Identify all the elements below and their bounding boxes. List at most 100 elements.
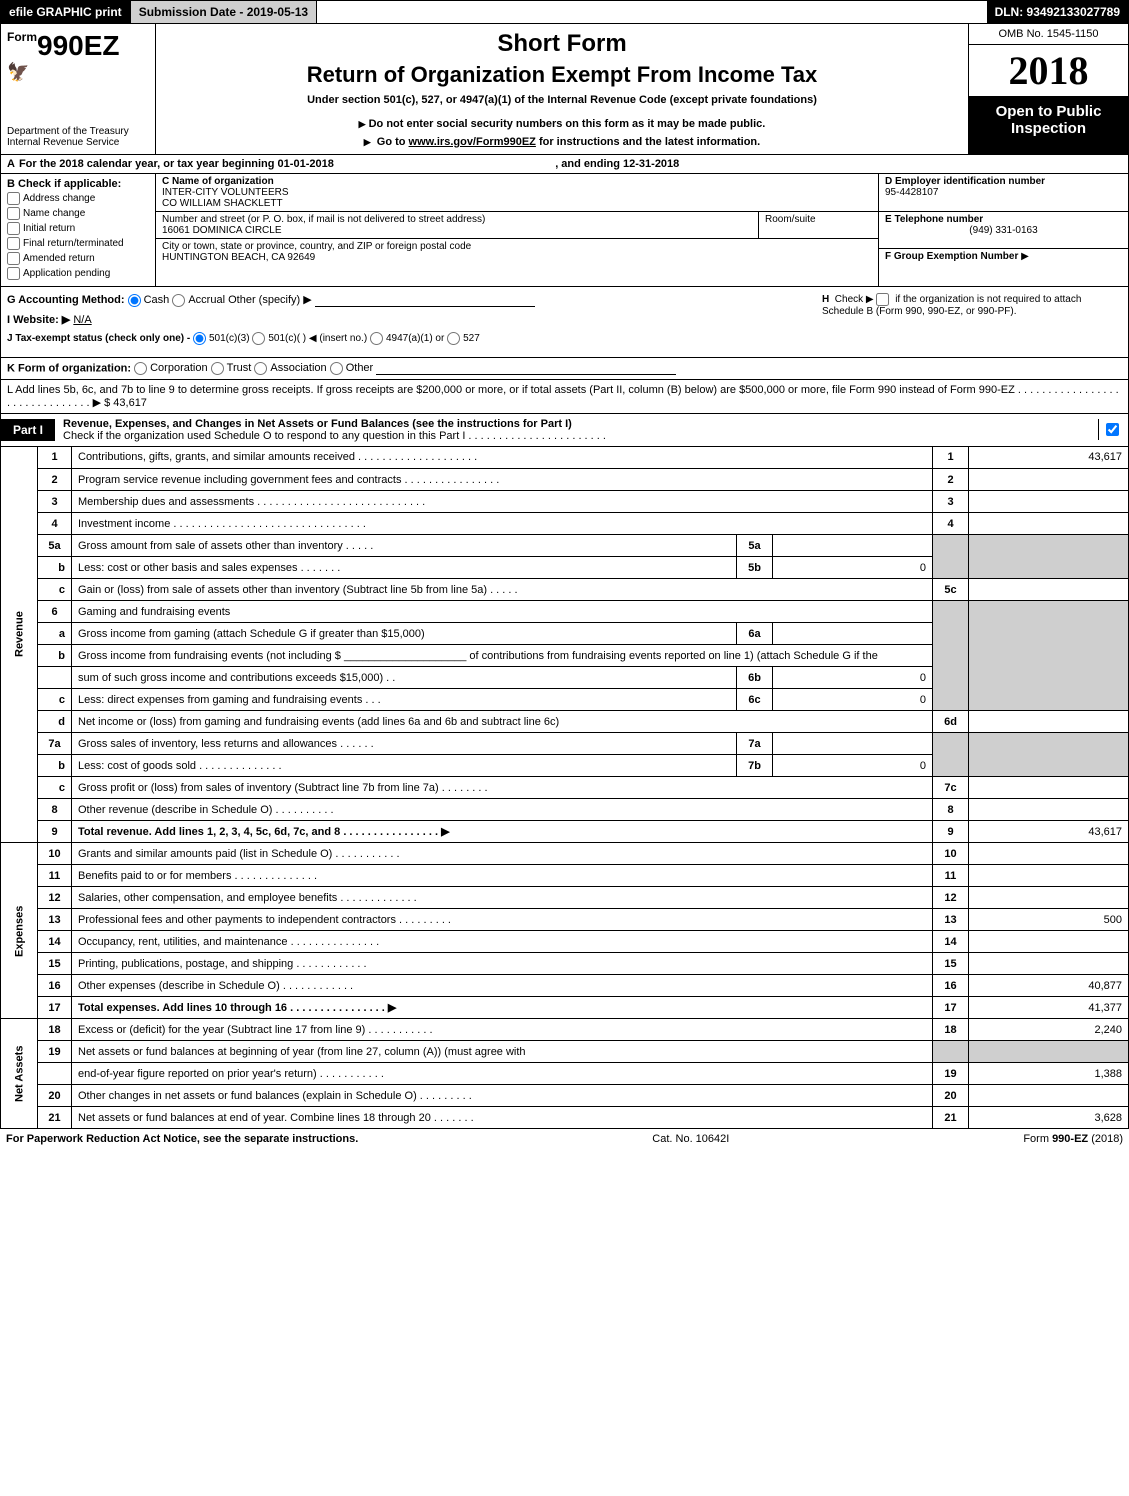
radio-501c[interactable]: 501(c)( ) ◀ (insert no.) <box>252 333 367 344</box>
l6b-no: b <box>38 645 72 667</box>
chk-application-pending[interactable]: Application pending <box>7 267 149 280</box>
street-label: Number and street (or P. O. box, if mail… <box>162 214 485 225</box>
lines-table: Revenue 1 Contributions, gifts, grants, … <box>0 447 1129 1130</box>
l7b-no: b <box>38 755 72 777</box>
netassets-side-label: Net Assets <box>1 1019 38 1129</box>
form-header: Form990EZ 🦅 Department of the Treasury I… <box>0 24 1129 155</box>
l16-rn: 16 <box>933 975 969 997</box>
l4-no: 4 <box>38 513 72 535</box>
line-16: 16 Other expenses (describe in Schedule … <box>1 975 1129 997</box>
l6-shade-rv <box>969 601 1129 711</box>
l7ab-shade-rv <box>969 733 1129 777</box>
l15-no: 15 <box>38 953 72 975</box>
chk-name-change[interactable]: Name change <box>7 207 149 220</box>
l5a-desc: Gross amount from sale of assets other t… <box>72 535 737 557</box>
l10-rv <box>969 843 1129 865</box>
l2-desc: Program service revenue including govern… <box>72 469 933 491</box>
l2-rn: 2 <box>933 469 969 491</box>
part-i-checkbox[interactable] <box>1098 419 1128 440</box>
g-label: G Accounting Method: <box>7 294 125 306</box>
org-name-1: INTER-CITY VOLUNTEERS <box>162 187 289 198</box>
l6b2-no <box>38 667 72 689</box>
l6c-mv: 0 <box>773 689 933 711</box>
line-3: 3 Membership dues and assessments . . . … <box>1 491 1129 513</box>
d-cell: D Employer identification number 95-4428… <box>879 174 1128 212</box>
l10-no: 10 <box>38 843 72 865</box>
k-other-line[interactable] <box>376 374 676 375</box>
radio-other-org[interactable]: Other <box>330 362 374 374</box>
l14-rn: 14 <box>933 931 969 953</box>
b-letter: B <box>7 178 15 190</box>
radio-501c3[interactable]: 501(c)(3) <box>193 333 250 344</box>
line-6: 6 Gaming and fundraising events <box>1 601 1129 623</box>
l3-rn: 3 <box>933 491 969 513</box>
l3-no: 3 <box>38 491 72 513</box>
radio-association[interactable]: Association <box>254 362 326 374</box>
l6d-desc: Net income or (loss) from gaming and fun… <box>72 711 933 733</box>
irs-eagle-icon: 🦅 <box>7 62 149 83</box>
l5b-mn: 5b <box>737 557 773 579</box>
l15-rn: 15 <box>933 953 969 975</box>
line-10: Expenses 10 Grants and similar amounts p… <box>1 843 1129 865</box>
l18-desc: Excess or (deficit) for the year (Subtra… <box>72 1019 933 1041</box>
radio-cash[interactable]: Cash <box>128 294 170 306</box>
g-other-line[interactable] <box>315 306 535 307</box>
do-not-enter: Do not enter social security numbers on … <box>166 118 958 130</box>
footer-mid: Cat. No. 10642I <box>652 1133 729 1145</box>
radio-accrual[interactable]: Accrual <box>172 294 225 306</box>
l19-shade-rn <box>933 1041 969 1063</box>
l7c-desc: Gross profit or (loss) from sales of inv… <box>72 777 933 799</box>
chk-address-change[interactable]: Address change <box>7 192 149 205</box>
block-bcdef: B Check if applicable: Address change Na… <box>0 174 1129 287</box>
l6d-no: d <box>38 711 72 733</box>
line-4: 4 Investment income . . . . . . . . . . … <box>1 513 1129 535</box>
line-2: 2 Program service revenue including gove… <box>1 469 1129 491</box>
chk-final-return[interactable]: Final return/terminated <box>7 237 149 250</box>
chk-initial-return[interactable]: Initial return <box>7 222 149 235</box>
l6b2-mv: 0 <box>773 667 933 689</box>
l9-rv: 43,617 <box>969 821 1129 843</box>
irs-url[interactable]: www.irs.gov/Form990EZ <box>409 136 536 148</box>
j-label: J Tax-exempt status (check only one) - <box>7 333 190 344</box>
l10-desc: Grants and similar amounts paid (list in… <box>72 843 933 865</box>
l5a-no: 5a <box>38 535 72 557</box>
room-cell: Room/suite <box>758 212 878 238</box>
form-prefix: Form <box>7 30 37 44</box>
l2-rv <box>969 469 1129 491</box>
line-1: Revenue 1 Contributions, gifts, grants, … <box>1 447 1129 469</box>
l9-rn: 9 <box>933 821 969 843</box>
l8-desc: Other revenue (describe in Schedule O) .… <box>72 799 933 821</box>
part-i-label: Part I <box>1 419 55 441</box>
l1-desc: Contributions, gifts, grants, and simila… <box>72 447 933 469</box>
h-checkbox[interactable] <box>876 293 889 306</box>
l11-no: 11 <box>38 865 72 887</box>
l21-rn: 21 <box>933 1107 969 1129</box>
l15-rv <box>969 953 1129 975</box>
h-check-arrow: Check ▶ <box>835 294 874 305</box>
page-footer: For Paperwork Reduction Act Notice, see … <box>0 1129 1129 1149</box>
l17-no: 17 <box>38 997 72 1019</box>
l13-rv: 500 <box>969 909 1129 931</box>
line-20: 20 Other changes in net assets or fund b… <box>1 1085 1129 1107</box>
l6b2-desc: sum of such gross income and contributio… <box>72 667 737 689</box>
radio-trust[interactable]: Trust <box>211 362 252 374</box>
row-a-text1: For the 2018 calendar year, or tax year … <box>19 158 334 170</box>
l5ab-shade-rn <box>933 535 969 579</box>
org-name-2: CO WILLIAM SHACKLETT <box>162 198 283 209</box>
l6a-mn: 6a <box>737 623 773 645</box>
line-21: 21 Net assets or fund balances at end of… <box>1 1107 1129 1129</box>
chk-amended-return[interactable]: Amended return <box>7 252 149 265</box>
l12-rn: 12 <box>933 887 969 909</box>
radio-527[interactable]: 527 <box>447 333 480 344</box>
radio-4947[interactable]: 4947(a)(1) or <box>370 333 444 344</box>
l16-rv: 40,877 <box>969 975 1129 997</box>
l12-no: 12 <box>38 887 72 909</box>
l8-rv <box>969 799 1129 821</box>
f-arrow: ▶ <box>1021 251 1029 262</box>
go-to-suffix: for instructions and the latest informat… <box>536 136 760 148</box>
l12-desc: Salaries, other compensation, and employ… <box>72 887 933 909</box>
revenue-side-label: Revenue <box>1 447 38 821</box>
radio-corporation[interactable]: Corporation <box>134 362 207 374</box>
room-label: Room/suite <box>765 214 816 225</box>
l7c-rv <box>969 777 1129 799</box>
